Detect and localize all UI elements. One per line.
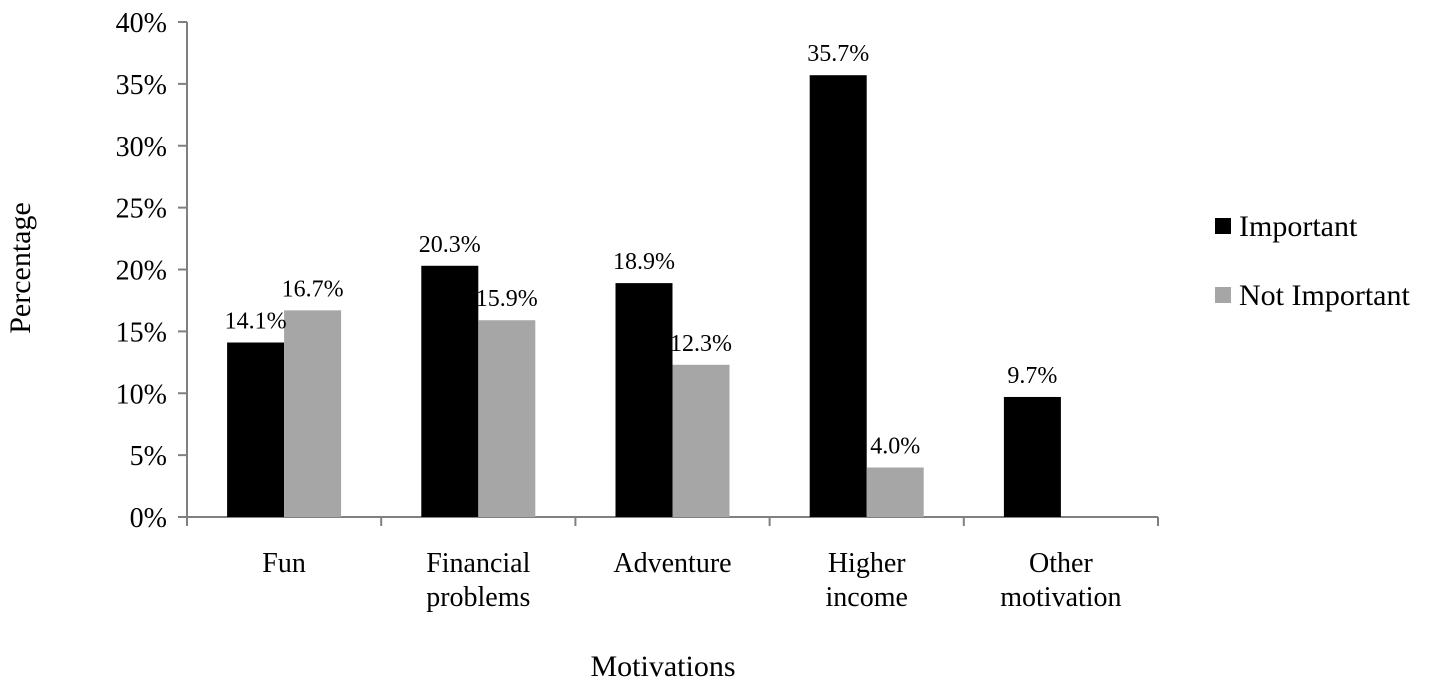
y-tick-label: 25% (116, 194, 167, 225)
y-tick-label: 20% (116, 256, 167, 287)
x-tick-label: Financial problems (426, 548, 530, 613)
y-tick-label: 35% (116, 70, 167, 101)
x-tick-label-line: problems (426, 582, 530, 613)
y-tick-label: 5% (130, 441, 167, 472)
bar-important (615, 283, 673, 517)
bars (227, 75, 1061, 518)
x-tick-label-line: Adventure (613, 548, 731, 579)
y-tick-label: 40% (116, 8, 167, 39)
data-label: 20.3% (419, 232, 481, 258)
x-tick-label-line: Financial (426, 548, 530, 579)
x-tick-label-line: Higher (828, 548, 906, 579)
bar-important (809, 75, 867, 518)
bar-important (421, 265, 479, 517)
data-label: 15.9% (476, 286, 538, 312)
data-label: 12.3% (670, 331, 732, 357)
data-label: 14.1% (225, 309, 287, 335)
bar-important (227, 342, 285, 517)
legend-swatch (1215, 287, 1231, 303)
data-label: 16.7% (282, 276, 344, 302)
bar-not-important (284, 310, 342, 517)
y-axis-title: Percentage (4, 202, 37, 334)
data-label: 9.7% (1007, 363, 1057, 389)
bar-important (1003, 396, 1061, 517)
bar-not-important (866, 467, 924, 517)
legend: Important Not Important (1215, 210, 1410, 312)
data-label: 4.0% (870, 434, 920, 460)
data-labels: 14.1% 16.7% 20.3% 15.9% 18.9% 12.3% 35.7% 4.0% 9… (225, 41, 1058, 459)
x-tick-label-line: Fun (262, 548, 306, 579)
y-axis: 0% 5% 10% 15% 20% 25% 30% 35% 40% (116, 8, 188, 534)
x-axis-title: Motivations (590, 650, 735, 683)
x-tick-label: Adventure (613, 548, 731, 579)
y-tick-label: 30% (116, 132, 167, 163)
x-tick-label-line: Other (1029, 548, 1093, 579)
legend-entry: Important (1239, 210, 1358, 243)
y-tick-label: 15% (116, 317, 167, 348)
x-axis: Fun Financial problems Adventure Higher incom… (186, 516, 1159, 613)
x-tick-label-line: income (825, 582, 907, 613)
x-tick-label: Other motivation (1000, 548, 1121, 613)
legend-entry: Not Important (1239, 279, 1410, 312)
y-tick-label: 10% (116, 379, 167, 410)
data-label: 35.7% (807, 41, 869, 67)
x-tick-label: Fun (262, 548, 306, 579)
x-tick-label-line: motivation (1000, 582, 1121, 613)
legend-swatch (1215, 218, 1231, 234)
bar-not-important (672, 364, 730, 517)
data-label: 18.9% (613, 249, 675, 275)
bar-not-important (478, 320, 536, 517)
x-tick-label: Higher income (825, 548, 907, 613)
y-tick-label: 0% (130, 503, 167, 534)
